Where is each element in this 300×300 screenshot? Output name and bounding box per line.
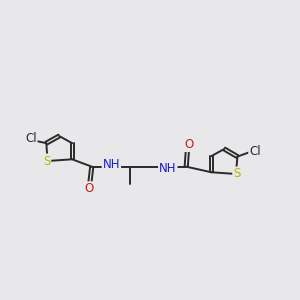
- Text: Cl: Cl: [25, 132, 37, 146]
- Text: S: S: [233, 167, 241, 181]
- Text: O: O: [184, 138, 193, 151]
- Text: NH: NH: [103, 158, 120, 171]
- Text: O: O: [84, 182, 93, 195]
- Text: S: S: [43, 154, 50, 167]
- Text: Cl: Cl: [249, 146, 261, 158]
- Text: NH: NH: [159, 162, 177, 175]
